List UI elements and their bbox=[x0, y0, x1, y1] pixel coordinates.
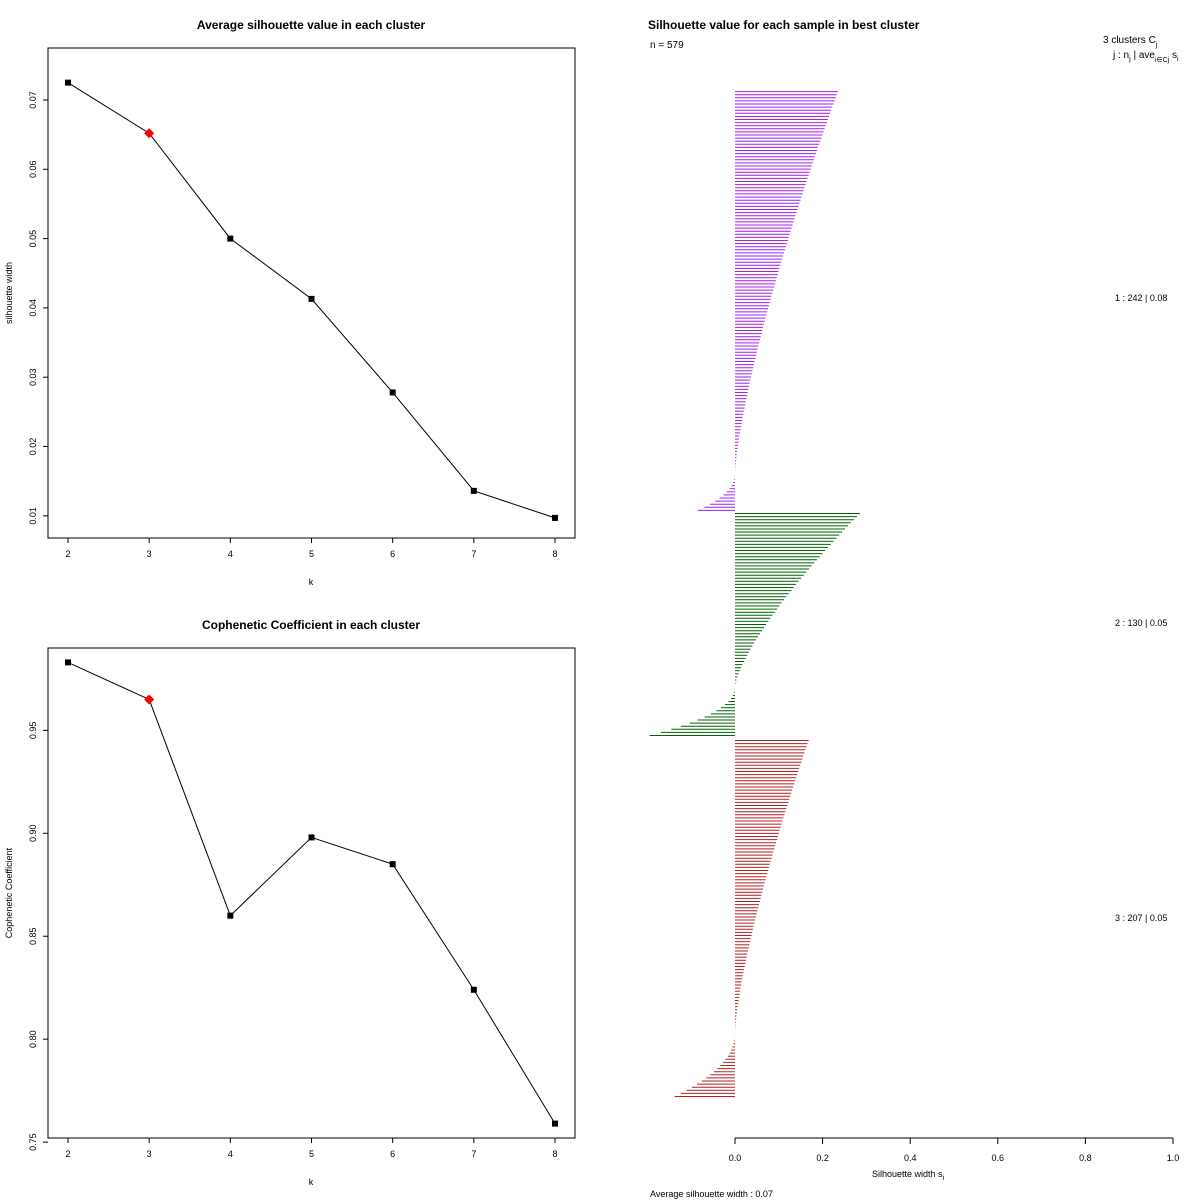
chart2-frame bbox=[47, 647, 576, 1139]
x-tick-label: 0.2 bbox=[816, 1153, 829, 1163]
chart3-cluster-labels: 1 : 242 | 0.08 2 : 130 | 0.05 3 : 207 | 0.… bbox=[1115, 293, 1167, 923]
x-tick-label: 8 bbox=[552, 1149, 557, 1159]
y-tick-label: 0.80 bbox=[28, 1030, 38, 1048]
chart1-xlabel: k bbox=[309, 577, 314, 587]
x-tick-label: 0.4 bbox=[904, 1153, 917, 1163]
data-point bbox=[552, 514, 558, 521]
data-point bbox=[308, 834, 315, 841]
chart2-plot-area bbox=[65, 659, 558, 1127]
best-k-point bbox=[144, 128, 155, 139]
chart2-y-axis: 0.75 0.80 0.85 0.90 0.95 bbox=[28, 722, 48, 1151]
x-tick-label: 2 bbox=[65, 1149, 70, 1159]
x-tick-label: 6 bbox=[390, 1149, 395, 1159]
chart3-legend-header: 3 clusters Cj bbox=[1103, 35, 1158, 49]
chart2-ylabel: Cophenetic Coefficient bbox=[4, 847, 14, 938]
x-tick-label: 5 bbox=[309, 1149, 314, 1159]
cluster-label: 3 : 207 | 0.05 bbox=[1115, 913, 1167, 923]
data-point bbox=[65, 659, 71, 666]
chart2-title: Cophenetic Coefficient in each cluster bbox=[202, 618, 420, 632]
data-point bbox=[227, 235, 234, 242]
data-point bbox=[389, 861, 396, 868]
chart1-x-axis: 2 3 4 5 6 7 8 bbox=[65, 538, 558, 559]
x-tick-label: 4 bbox=[228, 1149, 233, 1159]
best-k-point bbox=[144, 694, 155, 705]
chart1-title: Average silhouette value in each cluster bbox=[197, 18, 426, 32]
data-point bbox=[389, 389, 396, 396]
x-tick-label: 3 bbox=[147, 1149, 152, 1159]
x-tick-label: 1.0 bbox=[1167, 1153, 1180, 1163]
x-tick-label: 5 bbox=[309, 549, 314, 559]
silhouette-line-chart: Average silhouette value in each cluster… bbox=[4, 18, 576, 587]
y-tick-label: 0.03 bbox=[28, 368, 38, 386]
y-tick-label: 0.01 bbox=[28, 507, 38, 525]
y-tick-label: 0.07 bbox=[28, 91, 38, 109]
chart3-footer: Average silhouette width : 0.07 bbox=[650, 1189, 773, 1199]
x-tick-label: 4 bbox=[228, 549, 233, 559]
chart3-legend-subheader: j : nj | avei∈Cj si bbox=[1112, 50, 1179, 64]
x-tick-label: 8 bbox=[552, 549, 557, 559]
chart1-ylabel: silhouette width bbox=[4, 262, 14, 324]
y-tick-label: 0.75 bbox=[28, 1133, 38, 1151]
x-tick-label: 0.6 bbox=[992, 1153, 1005, 1163]
chart1-plot-area bbox=[65, 79, 558, 521]
data-point bbox=[470, 986, 477, 993]
y-tick-label: 0.02 bbox=[28, 438, 38, 456]
y-tick-label: 0.06 bbox=[28, 161, 38, 179]
data-point bbox=[65, 79, 71, 86]
chart2-x-axis: 2 3 4 5 6 7 8 bbox=[65, 1138, 558, 1159]
chart2-xlabel: k bbox=[309, 1177, 314, 1187]
data-point bbox=[308, 295, 315, 302]
data-point bbox=[552, 1120, 558, 1127]
silhouette-bar-plot: Silhouette value for each sample in best… bbox=[648, 18, 1179, 1199]
chart1-y-axis: 0.01 0.02 0.03 0.04 0.05 0.06 0.07 bbox=[28, 91, 48, 525]
x-tick-label: 0.0 bbox=[729, 1153, 742, 1163]
data-point bbox=[227, 912, 234, 919]
data-point bbox=[470, 487, 477, 494]
x-tick-label: 7 bbox=[471, 1149, 476, 1159]
series-line bbox=[67, 661, 556, 1124]
cluster-label: 2 : 130 | 0.05 bbox=[1115, 618, 1167, 628]
y-tick-label: 0.04 bbox=[28, 299, 38, 317]
chart3-x-axis: 0.0 0.2 0.4 0.6 0.8 1.0 bbox=[729, 1138, 1180, 1163]
y-tick-label: 0.90 bbox=[28, 825, 38, 843]
x-tick-label: 3 bbox=[147, 549, 152, 559]
cluster-label: 1 : 242 | 0.08 bbox=[1115, 293, 1167, 303]
x-tick-label: 6 bbox=[390, 549, 395, 559]
chart1-frame bbox=[47, 47, 576, 539]
chart3-xlabel: Silhouette width si bbox=[872, 1169, 945, 1182]
chart3-bars bbox=[649, 91, 860, 1097]
x-tick-label: 7 bbox=[471, 549, 476, 559]
y-tick-label: 0.05 bbox=[28, 230, 38, 248]
chart3-title: Silhouette value for each sample in best… bbox=[648, 18, 920, 32]
y-tick-label: 0.95 bbox=[28, 722, 38, 740]
x-tick-label: 0.8 bbox=[1079, 1153, 1092, 1163]
y-tick-label: 0.85 bbox=[28, 927, 38, 945]
cophenetic-line-chart: Cophenetic Coefficient in each cluster 2… bbox=[4, 618, 576, 1187]
chart3-n-label: n = 579 bbox=[650, 40, 684, 51]
x-tick-label: 2 bbox=[65, 549, 70, 559]
